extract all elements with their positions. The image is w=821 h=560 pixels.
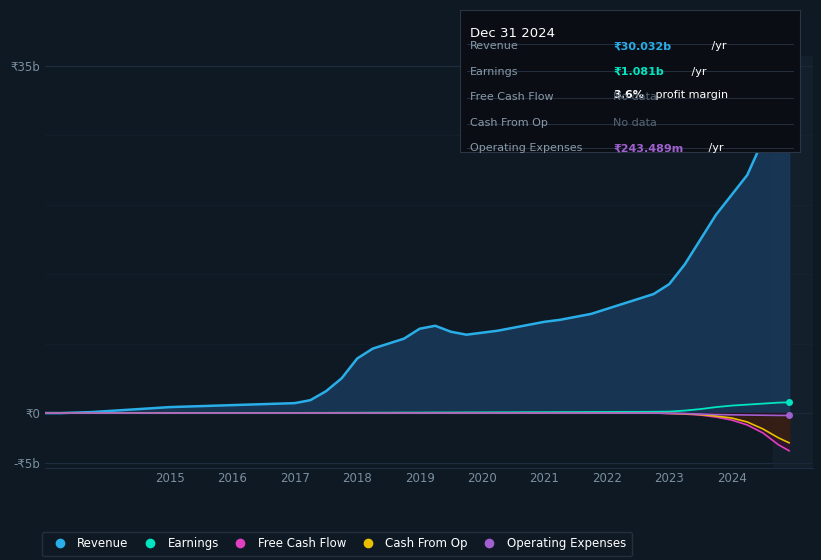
Text: Revenue: Revenue	[470, 41, 519, 52]
Text: Earnings: Earnings	[470, 67, 519, 77]
Text: /yr: /yr	[688, 67, 706, 77]
Text: No data: No data	[613, 92, 657, 102]
Text: ₹30.032b: ₹30.032b	[613, 41, 671, 52]
Bar	[773, 56, 813, 468]
Text: Dec 31 2024: Dec 31 2024	[470, 27, 555, 40]
Text: profit margin: profit margin	[652, 90, 728, 100]
Text: /yr: /yr	[704, 143, 723, 153]
Text: Free Cash Flow: Free Cash Flow	[470, 92, 554, 102]
Text: Cash From Op: Cash From Op	[470, 118, 548, 128]
Text: 3.6%: 3.6%	[613, 90, 644, 100]
Text: ₹1.081b: ₹1.081b	[613, 67, 663, 77]
Text: No data: No data	[613, 118, 657, 128]
Text: /yr: /yr	[709, 41, 727, 52]
Text: Operating Expenses: Operating Expenses	[470, 143, 583, 153]
Text: ₹243.489m: ₹243.489m	[613, 143, 683, 153]
Legend: Revenue, Earnings, Free Cash Flow, Cash From Op, Operating Expenses: Revenue, Earnings, Free Cash Flow, Cash …	[42, 531, 632, 557]
